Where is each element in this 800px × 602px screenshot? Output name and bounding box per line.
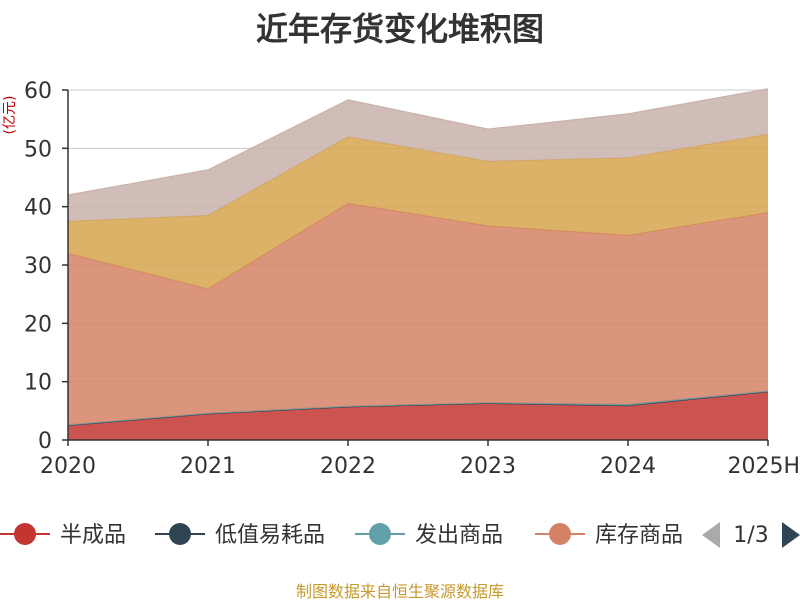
legend-page-indicator: 1/3 (733, 523, 768, 548)
legend-prev-page-icon[interactable] (702, 522, 720, 548)
y-tick-label: 40 (24, 196, 52, 221)
area-series (67, 88, 769, 440)
legend-item-低值易耗品[interactable]: 低值易耗品 (155, 523, 325, 548)
y-tick-label: 20 (24, 312, 52, 337)
y-tick-label: 10 (24, 371, 52, 396)
series-top-line (67, 88, 769, 196)
legend-label: 库存商品 (595, 523, 683, 548)
legend-item-库存商品[interactable]: 库存商品 (535, 523, 683, 548)
area-库存商品 (68, 203, 768, 425)
x-tick-label: 2023 (460, 454, 516, 479)
series-top-line (67, 202, 769, 290)
legend-item-半成品[interactable]: 半成品 (0, 523, 126, 548)
y-tick-label: 30 (24, 254, 52, 279)
legend-next-page-icon[interactable] (782, 522, 800, 548)
legend-item-发出商品[interactable]: 发出商品 (355, 523, 503, 548)
legend-label: 发出商品 (415, 523, 503, 548)
legend-label: 低值易耗品 (215, 523, 325, 548)
legend-marker (549, 523, 571, 545)
legend-marker (169, 523, 191, 545)
y-tick-label: 60 (24, 79, 52, 104)
x-tick-label: 2022 (320, 454, 376, 479)
area-unlabeled-series (68, 134, 768, 289)
x-tick-label: 2020 (40, 454, 96, 479)
y-axis-unit-label: (亿元) (2, 96, 18, 135)
source-note: 制图数据来自恒生聚源数据库 (295, 582, 504, 601)
x-tick-label: 2024 (600, 454, 656, 479)
area-unlabeled-series (68, 88, 768, 222)
legend-label: 半成品 (60, 523, 126, 548)
x-tick-label: 2021 (180, 454, 236, 479)
legend-pager: 1/3 (702, 522, 800, 548)
axes: 0 10 20 30 40 50 60 2020 2021 2022 2023 2024 2025H (24, 79, 800, 479)
legend-marker (14, 523, 36, 545)
x-tick-label: 2025H (727, 454, 800, 479)
chart-title: 近年存货变化堆积图 (255, 10, 544, 48)
y-tick-label: 0 (38, 429, 52, 454)
legend[interactable]: 半成品 低值易耗品 发出商品 库存商品 (0, 523, 683, 548)
area-半成品 (68, 391, 768, 440)
y-tick-label: 50 (24, 137, 52, 162)
legend-marker (369, 523, 391, 545)
